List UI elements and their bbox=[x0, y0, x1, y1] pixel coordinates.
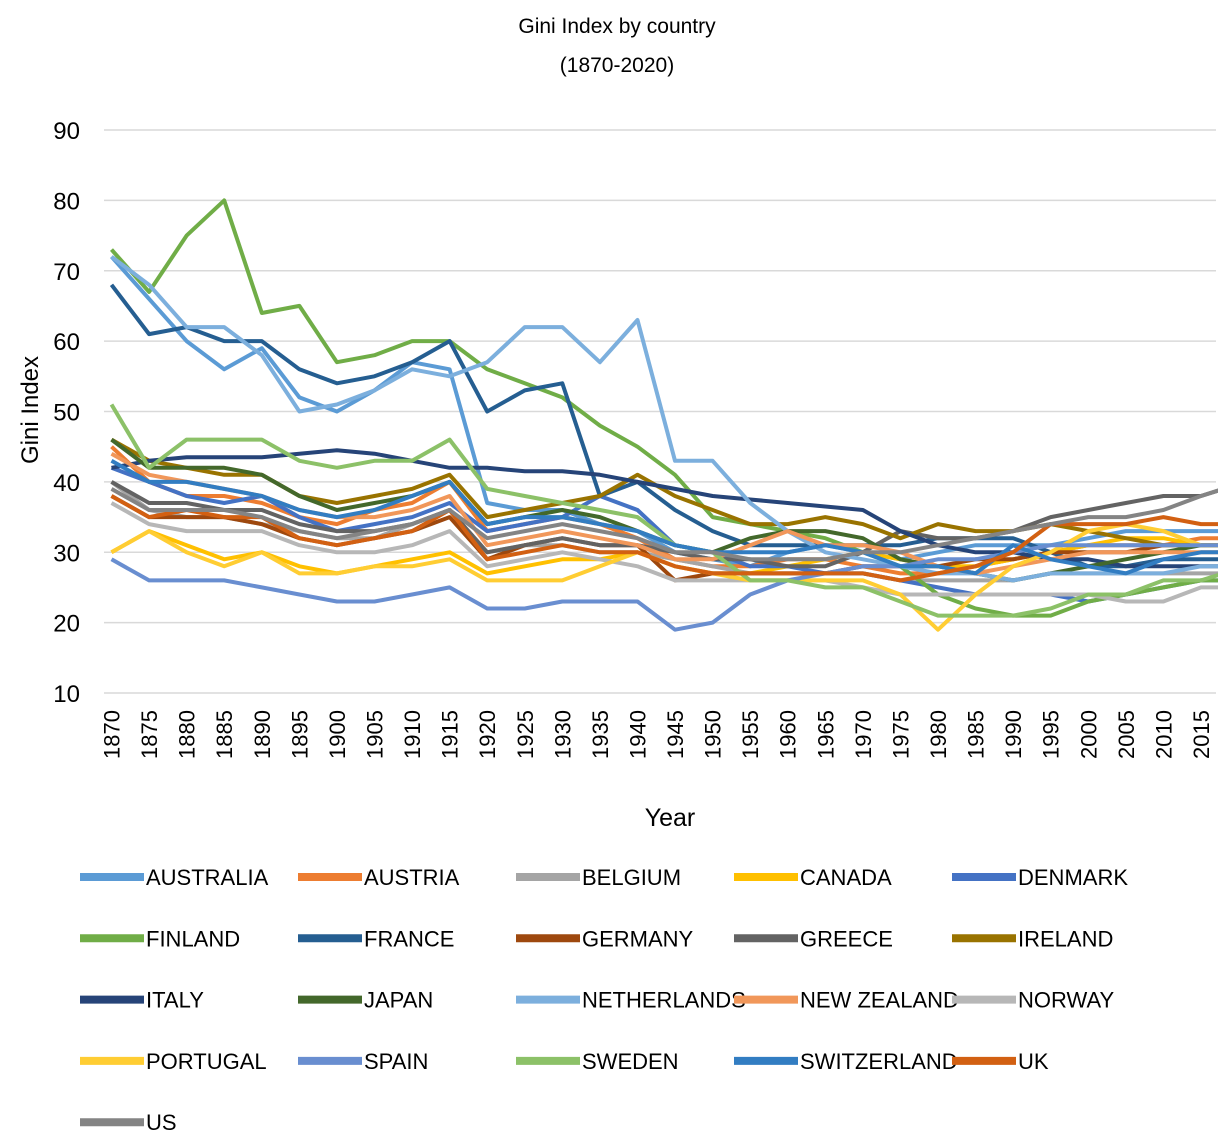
legend-label: NORWAY bbox=[1018, 988, 1114, 1013]
x-tick-label: 1960 bbox=[776, 710, 801, 759]
y-tick-label: 50 bbox=[53, 400, 80, 427]
legend-label: NETHERLANDS bbox=[582, 988, 746, 1013]
plot-area bbox=[109, 198, 1218, 632]
legend-label: PORTUGAL bbox=[146, 1049, 267, 1074]
series-line bbox=[110, 198, 1218, 618]
x-tick-label: 1985 bbox=[964, 710, 989, 759]
x-tick-label: 1950 bbox=[701, 710, 726, 759]
grid: 10 20 30 40 50 60 70 80 90 1870 1875 1880 1885 1890 18… bbox=[53, 118, 1216, 759]
x-tick-label: 1990 bbox=[1001, 710, 1026, 759]
x-tick-label: 1880 bbox=[175, 710, 200, 759]
y-tick-label: 40 bbox=[53, 470, 80, 497]
legend-label: GERMANY bbox=[582, 926, 694, 951]
x-tick-label: 1900 bbox=[325, 710, 350, 759]
x-tick-label: 1930 bbox=[550, 710, 575, 759]
series-line bbox=[110, 255, 1218, 583]
y-tick-label: 30 bbox=[53, 540, 80, 567]
legend-label: JAPAN bbox=[364, 988, 433, 1013]
legend-label: UK bbox=[1018, 1049, 1049, 1074]
legend-label: IRELAND bbox=[1018, 926, 1113, 951]
x-tick-label: 2015 bbox=[1189, 710, 1214, 759]
legend-label: FRANCE bbox=[364, 926, 454, 951]
legend-label: US bbox=[146, 1110, 177, 1132]
x-tick-label: 1955 bbox=[738, 710, 763, 759]
legend-label: SWEDEN bbox=[582, 1049, 679, 1074]
x-tick-label: 1915 bbox=[438, 710, 463, 759]
series-line bbox=[110, 487, 1218, 562]
x-tick-label: 1925 bbox=[513, 710, 538, 759]
x-tick-label: 1890 bbox=[250, 710, 275, 759]
chart-title: Gini Index by country bbox=[518, 15, 716, 38]
x-tick-label: 1920 bbox=[475, 710, 500, 759]
x-tick-label: 2005 bbox=[1114, 710, 1139, 759]
y-tick-label: 90 bbox=[53, 118, 80, 145]
x-tick-label: 1870 bbox=[100, 710, 125, 759]
legend-label: NEW ZEALAND bbox=[800, 988, 959, 1013]
y-tick-label: 10 bbox=[53, 681, 80, 708]
series-line bbox=[110, 501, 1218, 604]
legend-label: GREECE bbox=[800, 926, 893, 951]
x-tick-label: 1875 bbox=[137, 710, 162, 759]
x-tick-label: 1945 bbox=[663, 710, 688, 759]
x-tick-label: 2010 bbox=[1151, 710, 1176, 759]
x-tick-label: 1895 bbox=[287, 710, 312, 759]
x-axis-label: Year bbox=[645, 804, 696, 832]
x-tick-label: 1940 bbox=[625, 710, 650, 759]
x-tick-label: 1970 bbox=[851, 710, 876, 759]
x-tick-label: 1980 bbox=[926, 710, 951, 759]
series-line bbox=[110, 543, 1218, 632]
x-tick-label: 1885 bbox=[212, 710, 237, 759]
legend-label: AUSTRIA bbox=[364, 865, 460, 890]
legend-label: SPAIN bbox=[364, 1049, 428, 1074]
y-tick-label: 60 bbox=[53, 329, 80, 356]
series-line bbox=[110, 459, 1218, 576]
x-tick-label: 1995 bbox=[1039, 710, 1064, 759]
legend-label: ITALY bbox=[146, 988, 204, 1013]
x-tick-label: 1935 bbox=[588, 710, 613, 759]
chart-subtitle: (1870-2020) bbox=[560, 54, 674, 77]
x-tick-label: 2000 bbox=[1076, 710, 1101, 759]
y-axis-label: Gini Index bbox=[17, 356, 44, 464]
x-tick-label: 1975 bbox=[888, 710, 913, 759]
x-tick-label: 1965 bbox=[813, 710, 838, 759]
y-tick-label: 70 bbox=[53, 259, 80, 286]
legend-label: DENMARK bbox=[1018, 865, 1128, 890]
x-tick-label: 1910 bbox=[400, 710, 425, 759]
y-tick-label: 80 bbox=[53, 188, 80, 215]
series-line bbox=[110, 451, 1218, 576]
legend-label: FINLAND bbox=[146, 926, 240, 951]
legend: AUSTRALIA AUSTRIA BELGIUM CANADA DENMARK FINL… bbox=[80, 865, 1128, 1132]
legend-label: BELGIUM bbox=[582, 865, 681, 890]
y-tick-label: 20 bbox=[53, 611, 80, 638]
legend-label: CANADA bbox=[800, 865, 892, 890]
legend-label: AUSTRALIA bbox=[146, 865, 269, 890]
legend-label: SWITZERLAND bbox=[800, 1049, 958, 1074]
x-tick-label: 1905 bbox=[362, 710, 387, 759]
